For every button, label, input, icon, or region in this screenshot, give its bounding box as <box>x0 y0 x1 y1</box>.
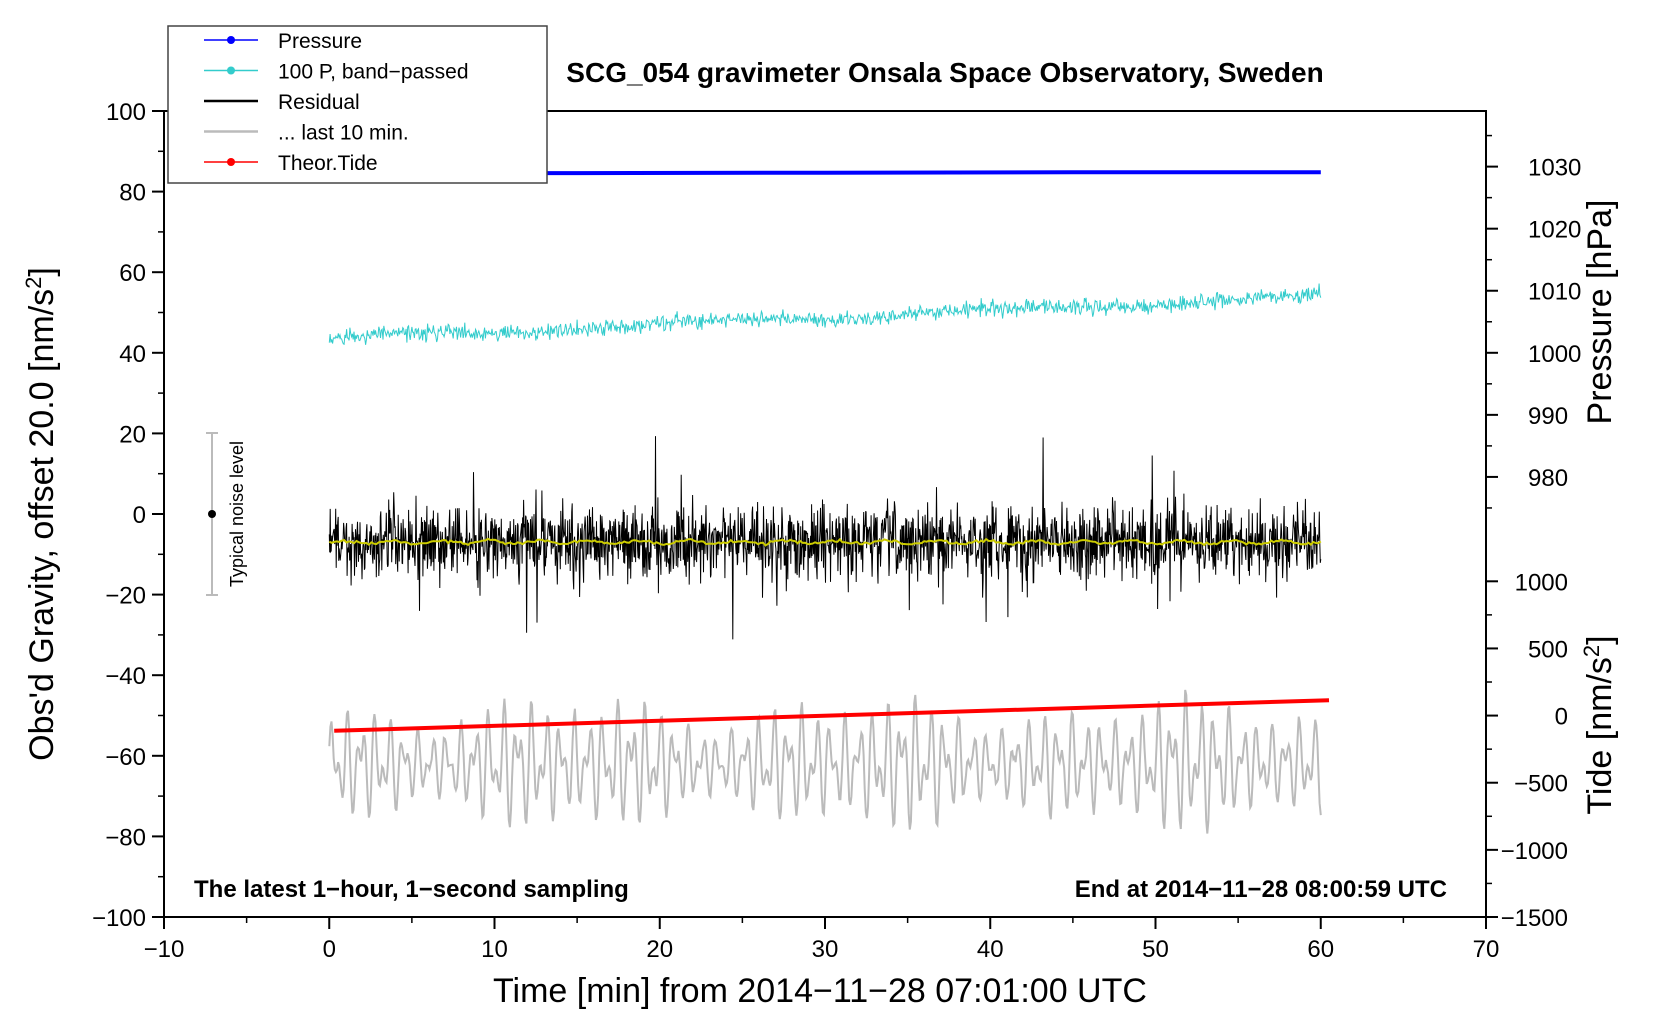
tide-axis-title-sup: 2 <box>1579 645 1604 657</box>
legend-swatch-marker <box>227 158 235 166</box>
pressure-tick-label: 1010 <box>1528 279 1581 306</box>
x-tick-label: 60 <box>1307 936 1334 963</box>
pressure-tick-label: 980 <box>1528 465 1568 492</box>
x-tick-label: 70 <box>1473 936 1500 963</box>
tide-tick-label: −1000 <box>1501 838 1568 865</box>
y-tick-label: −20 <box>105 583 146 610</box>
tide-tick-label: −500 <box>1514 771 1568 798</box>
x-tick-label: 0 <box>323 936 336 963</box>
x-tick-label: 10 <box>481 936 508 963</box>
legend-label: 100 P, band−passed <box>278 61 469 84</box>
y-tick-label: −100 <box>92 905 146 932</box>
series-band-passed-pressure <box>328 283 1322 346</box>
bottom-axis: −10 0 10 20 30 40 50 60 70 <box>144 917 1500 963</box>
pressure-tick-label: 990 <box>1528 403 1568 430</box>
noise-bar-label: Typical noise level <box>227 441 247 587</box>
end-time-note: End at 2014−11−28 08:00:59 UTC <box>1075 876 1447 903</box>
legend-swatch-marker <box>227 66 235 75</box>
x-tick-label: 50 <box>1142 936 1169 963</box>
y-tick-label: 80 <box>119 180 146 207</box>
x-tick-label: −10 <box>144 936 185 963</box>
y-tick-label: 100 <box>106 99 146 126</box>
x-axis-title: Time [min] from 2014−11−28 07:01:00 UTC <box>493 972 1147 1010</box>
tide-tick-label: 0 <box>1555 704 1568 731</box>
tide-tick-label: 500 <box>1528 636 1568 663</box>
noise-bar-dot <box>208 510 216 518</box>
legend-label: Residual <box>278 91 360 114</box>
y-axis-title-close: ] <box>23 267 61 276</box>
y-tick-label: 60 <box>119 260 146 287</box>
noise-level-indicator: Typical noise level <box>206 432 247 596</box>
chart-title: SCG_054 gravimeter Onsala Space Observat… <box>566 57 1323 88</box>
series-layer <box>328 170 1330 834</box>
left-axis: −100 −80 −60 −40 −20 0 20 40 60 80 100 <box>92 99 164 932</box>
x-tick-label: 40 <box>977 936 1004 963</box>
pressure-tick-label: 1030 <box>1528 155 1581 182</box>
series-residual-smoothed <box>328 537 1322 547</box>
y-tick-label: 40 <box>119 341 146 368</box>
right-axis: 980 990 1000 1010 1020 1030 −1500 −1000 −500 0 500… <box>1486 134 1581 932</box>
legend: Pressure 100 P, band−passed Residual ... la… <box>167 25 548 184</box>
tide-axis-title-main: Tide [nm/s <box>1581 657 1619 814</box>
y-axis-title-main: Obs'd Gravity, offset 20.0 [nm/s <box>23 289 61 761</box>
legend-label: Pressure <box>278 30 362 53</box>
legend-label: ... last 10 min. <box>278 122 409 145</box>
tide-axis-title-close: ] <box>1581 635 1619 644</box>
series-residual <box>328 436 1322 640</box>
y-tick-label: 0 <box>133 502 146 529</box>
legend-box <box>167 25 548 184</box>
y-tick-label: −80 <box>105 824 146 851</box>
series-theoretical-tide <box>334 698 1330 733</box>
x-tick-label: 30 <box>812 936 839 963</box>
pressure-tick-label: 1020 <box>1528 217 1581 244</box>
tide-tick-label: 1000 <box>1515 569 1568 596</box>
y-tick-label: −60 <box>105 744 146 771</box>
y-axis-title: Obs'd Gravity, offset 20.0 [nm/s2] <box>21 267 61 761</box>
legend-swatch-marker <box>227 36 235 44</box>
tide-axis-title: Tide [nm/s2] <box>1579 635 1619 814</box>
pressure-tick-label: 1000 <box>1528 341 1581 368</box>
y-tick-label: −40 <box>105 663 146 690</box>
sampling-note: The latest 1−hour, 1−second sampling <box>194 876 629 903</box>
legend-items: Pressure 100 P, band−passed Residual ... la… <box>204 30 469 175</box>
tide-tick-label: −1500 <box>1501 905 1568 932</box>
x-tick-label: 20 <box>646 936 673 963</box>
y-axis-title-sup: 2 <box>21 277 46 289</box>
series-last-10-min <box>328 689 1322 834</box>
y-tick-label: 20 <box>119 421 146 448</box>
pressure-axis-title: Pressure [hPa] <box>1581 200 1619 425</box>
legend-label: Theor.Tide <box>278 152 378 175</box>
